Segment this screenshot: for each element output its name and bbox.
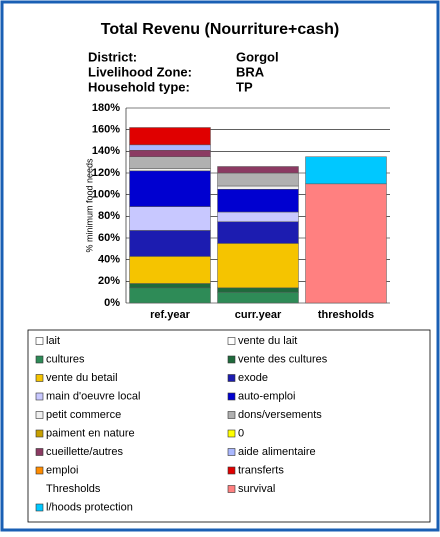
y-tick-label: 160%	[92, 124, 120, 136]
legend-swatch	[227, 466, 236, 475]
legend-label: vente du betail	[46, 372, 118, 384]
y-tick-label: 80%	[98, 210, 120, 222]
legend-swatch	[35, 503, 44, 512]
legend-swatch	[35, 392, 44, 401]
bar-segment	[129, 144, 211, 151]
y-tick-label: 140%	[92, 145, 120, 157]
legend-swatch	[227, 392, 236, 401]
legend-swatch	[35, 374, 44, 382]
legend-label: vente des cultures	[238, 353, 328, 365]
legend-label: cultures	[46, 353, 85, 365]
bar-segment	[129, 127, 211, 146]
legend-swatch	[227, 355, 236, 364]
bar-segment	[129, 156, 211, 169]
x-tick-label: curr.year	[235, 309, 282, 321]
y-axis-label: % minimum food needs	[84, 158, 94, 253]
bar-segment	[129, 206, 211, 231]
bar-segment	[217, 189, 299, 213]
y-tick-label: 180%	[92, 102, 120, 114]
bar-segment	[129, 256, 211, 284]
legend-label: 0	[238, 427, 244, 439]
legend-swatch	[227, 448, 236, 456]
bar-segment	[217, 211, 299, 222]
legend-label: emploi	[46, 464, 78, 476]
info-value: Gorgol	[236, 49, 279, 64]
bar-segment	[129, 170, 211, 207]
bar-segment	[129, 168, 211, 172]
y-tick-label: 0%	[104, 297, 120, 309]
info-label: Household type:	[88, 79, 190, 94]
y-tick-label: 100%	[92, 189, 120, 201]
info-label: District:	[88, 49, 137, 64]
legend-label: aide alimentaire	[238, 446, 316, 458]
bar-segment	[217, 243, 299, 289]
legend-swatch	[35, 355, 44, 364]
bar-segment	[129, 283, 211, 289]
legend-swatch	[35, 411, 44, 419]
legend-label: paiment en nature	[46, 427, 135, 439]
bar-segment	[129, 150, 211, 157]
legend-label: petit commerce	[46, 409, 121, 421]
y-tick-label: 40%	[98, 254, 120, 266]
legend-label: main d'oeuvre local	[46, 390, 140, 402]
bar-segment	[129, 287, 211, 304]
legend-label: survival	[238, 483, 275, 495]
bar-segment	[129, 230, 211, 257]
bar-segment	[217, 172, 299, 187]
legend-swatch	[227, 411, 236, 419]
legend-label: transferts	[238, 464, 284, 476]
legend-swatch	[35, 429, 44, 438]
bar-segment	[217, 166, 299, 174]
x-tick-label: thresholds	[318, 309, 374, 321]
legend-swatch	[227, 485, 236, 493]
bar-segment	[305, 183, 387, 304]
legend-label: Thresholds	[46, 483, 101, 495]
legend-swatch	[227, 337, 236, 345]
info-value: BRA	[236, 64, 265, 79]
info-label: Livelihood Zone:	[88, 64, 192, 79]
bar-segment	[217, 221, 299, 244]
y-tick-label: 20%	[98, 275, 120, 287]
legend-swatch	[35, 448, 44, 456]
legend-label: l/hoods protection	[46, 501, 133, 513]
x-tick-label: ref.year	[150, 309, 190, 321]
y-tick-label: 60%	[98, 232, 120, 244]
info-value: TP	[236, 79, 253, 94]
y-tick-label: 120%	[92, 167, 120, 179]
legend-label: exode	[238, 372, 268, 384]
legend-label: vente du lait	[238, 335, 297, 347]
legend-label: dons/versements	[238, 409, 322, 421]
bar-segment	[305, 156, 387, 185]
bar-segment	[217, 185, 299, 190]
legend-label: cueillette/autres	[46, 446, 124, 458]
legend-label: lait	[46, 335, 60, 347]
legend-swatch	[227, 429, 236, 438]
legend-label: auto-emploi	[238, 390, 295, 402]
legend-swatch	[35, 466, 44, 475]
bar-segment	[217, 287, 299, 293]
legend-swatch	[35, 337, 44, 345]
bar-segment	[217, 291, 299, 304]
chart-title: Total Revenu (Nourriture+cash)	[101, 21, 339, 38]
legend-swatch	[227, 374, 236, 382]
